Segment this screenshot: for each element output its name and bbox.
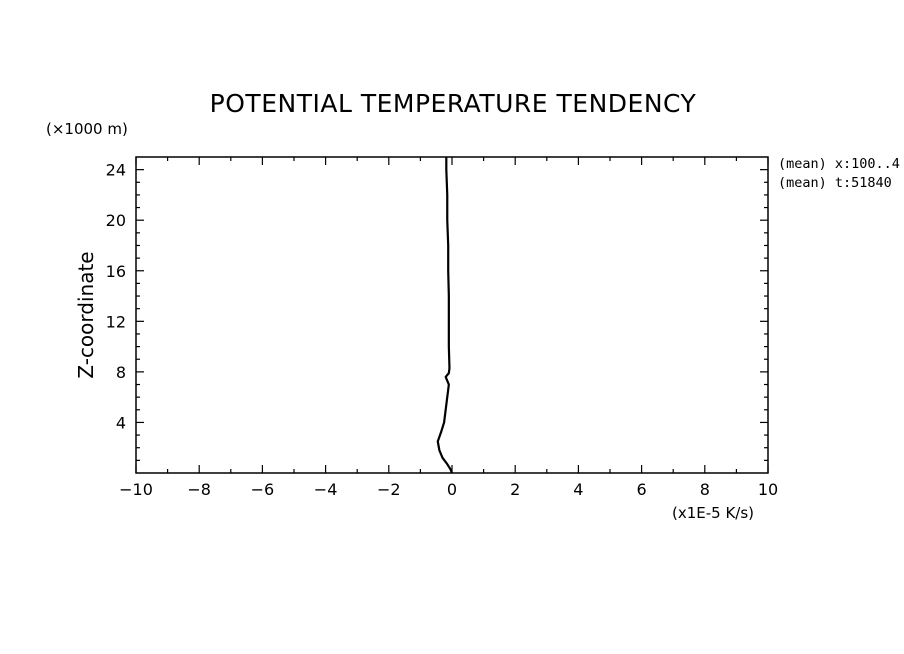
x-tick-label: 8: [700, 480, 710, 499]
x-tick-labels: −10 −8 −6 −4 −2 0 2 4 6 8 10: [119, 480, 778, 499]
x-tick-label: 0: [447, 480, 457, 499]
y-tick-label: 8: [116, 363, 126, 382]
y-tick-label: 16: [106, 262, 126, 281]
x-axis-label: (x1E-5 K/s): [672, 504, 754, 522]
y-tick-label: 24: [106, 161, 126, 180]
x-tick-label: 2: [510, 480, 520, 499]
x-tick-label: 6: [637, 480, 647, 499]
y-tick-label: 4: [116, 413, 126, 432]
y-tick-label: 20: [106, 211, 126, 230]
x-tick-label: 4: [573, 480, 583, 499]
axis-ticks: [135, 157, 769, 473]
x-tick-label: −6: [251, 480, 275, 499]
x-tick-label: −10: [119, 480, 153, 499]
x-tick-label: −4: [314, 480, 338, 499]
y-tick-label: 12: [106, 312, 126, 331]
series-line: [436, 157, 454, 474]
annotation-t-mean: (mean) t:51840: [778, 175, 892, 191]
x-tick-label: 10: [758, 480, 778, 499]
y-axis-label: Z-coordinate: [74, 251, 98, 378]
plot-frame: [135, 156, 769, 474]
y-tick-labels: 4 8 12 16 20 24: [106, 161, 126, 433]
chart-title: POTENTIAL TEMPERATURE TENDENCY: [210, 89, 697, 118]
x-tick-label: −8: [187, 480, 211, 499]
x-tick-label: −2: [377, 480, 401, 499]
y-unit-label: (×1000 m): [46, 120, 128, 138]
annotation-x-mean: (mean) x:100..4: [778, 156, 900, 172]
